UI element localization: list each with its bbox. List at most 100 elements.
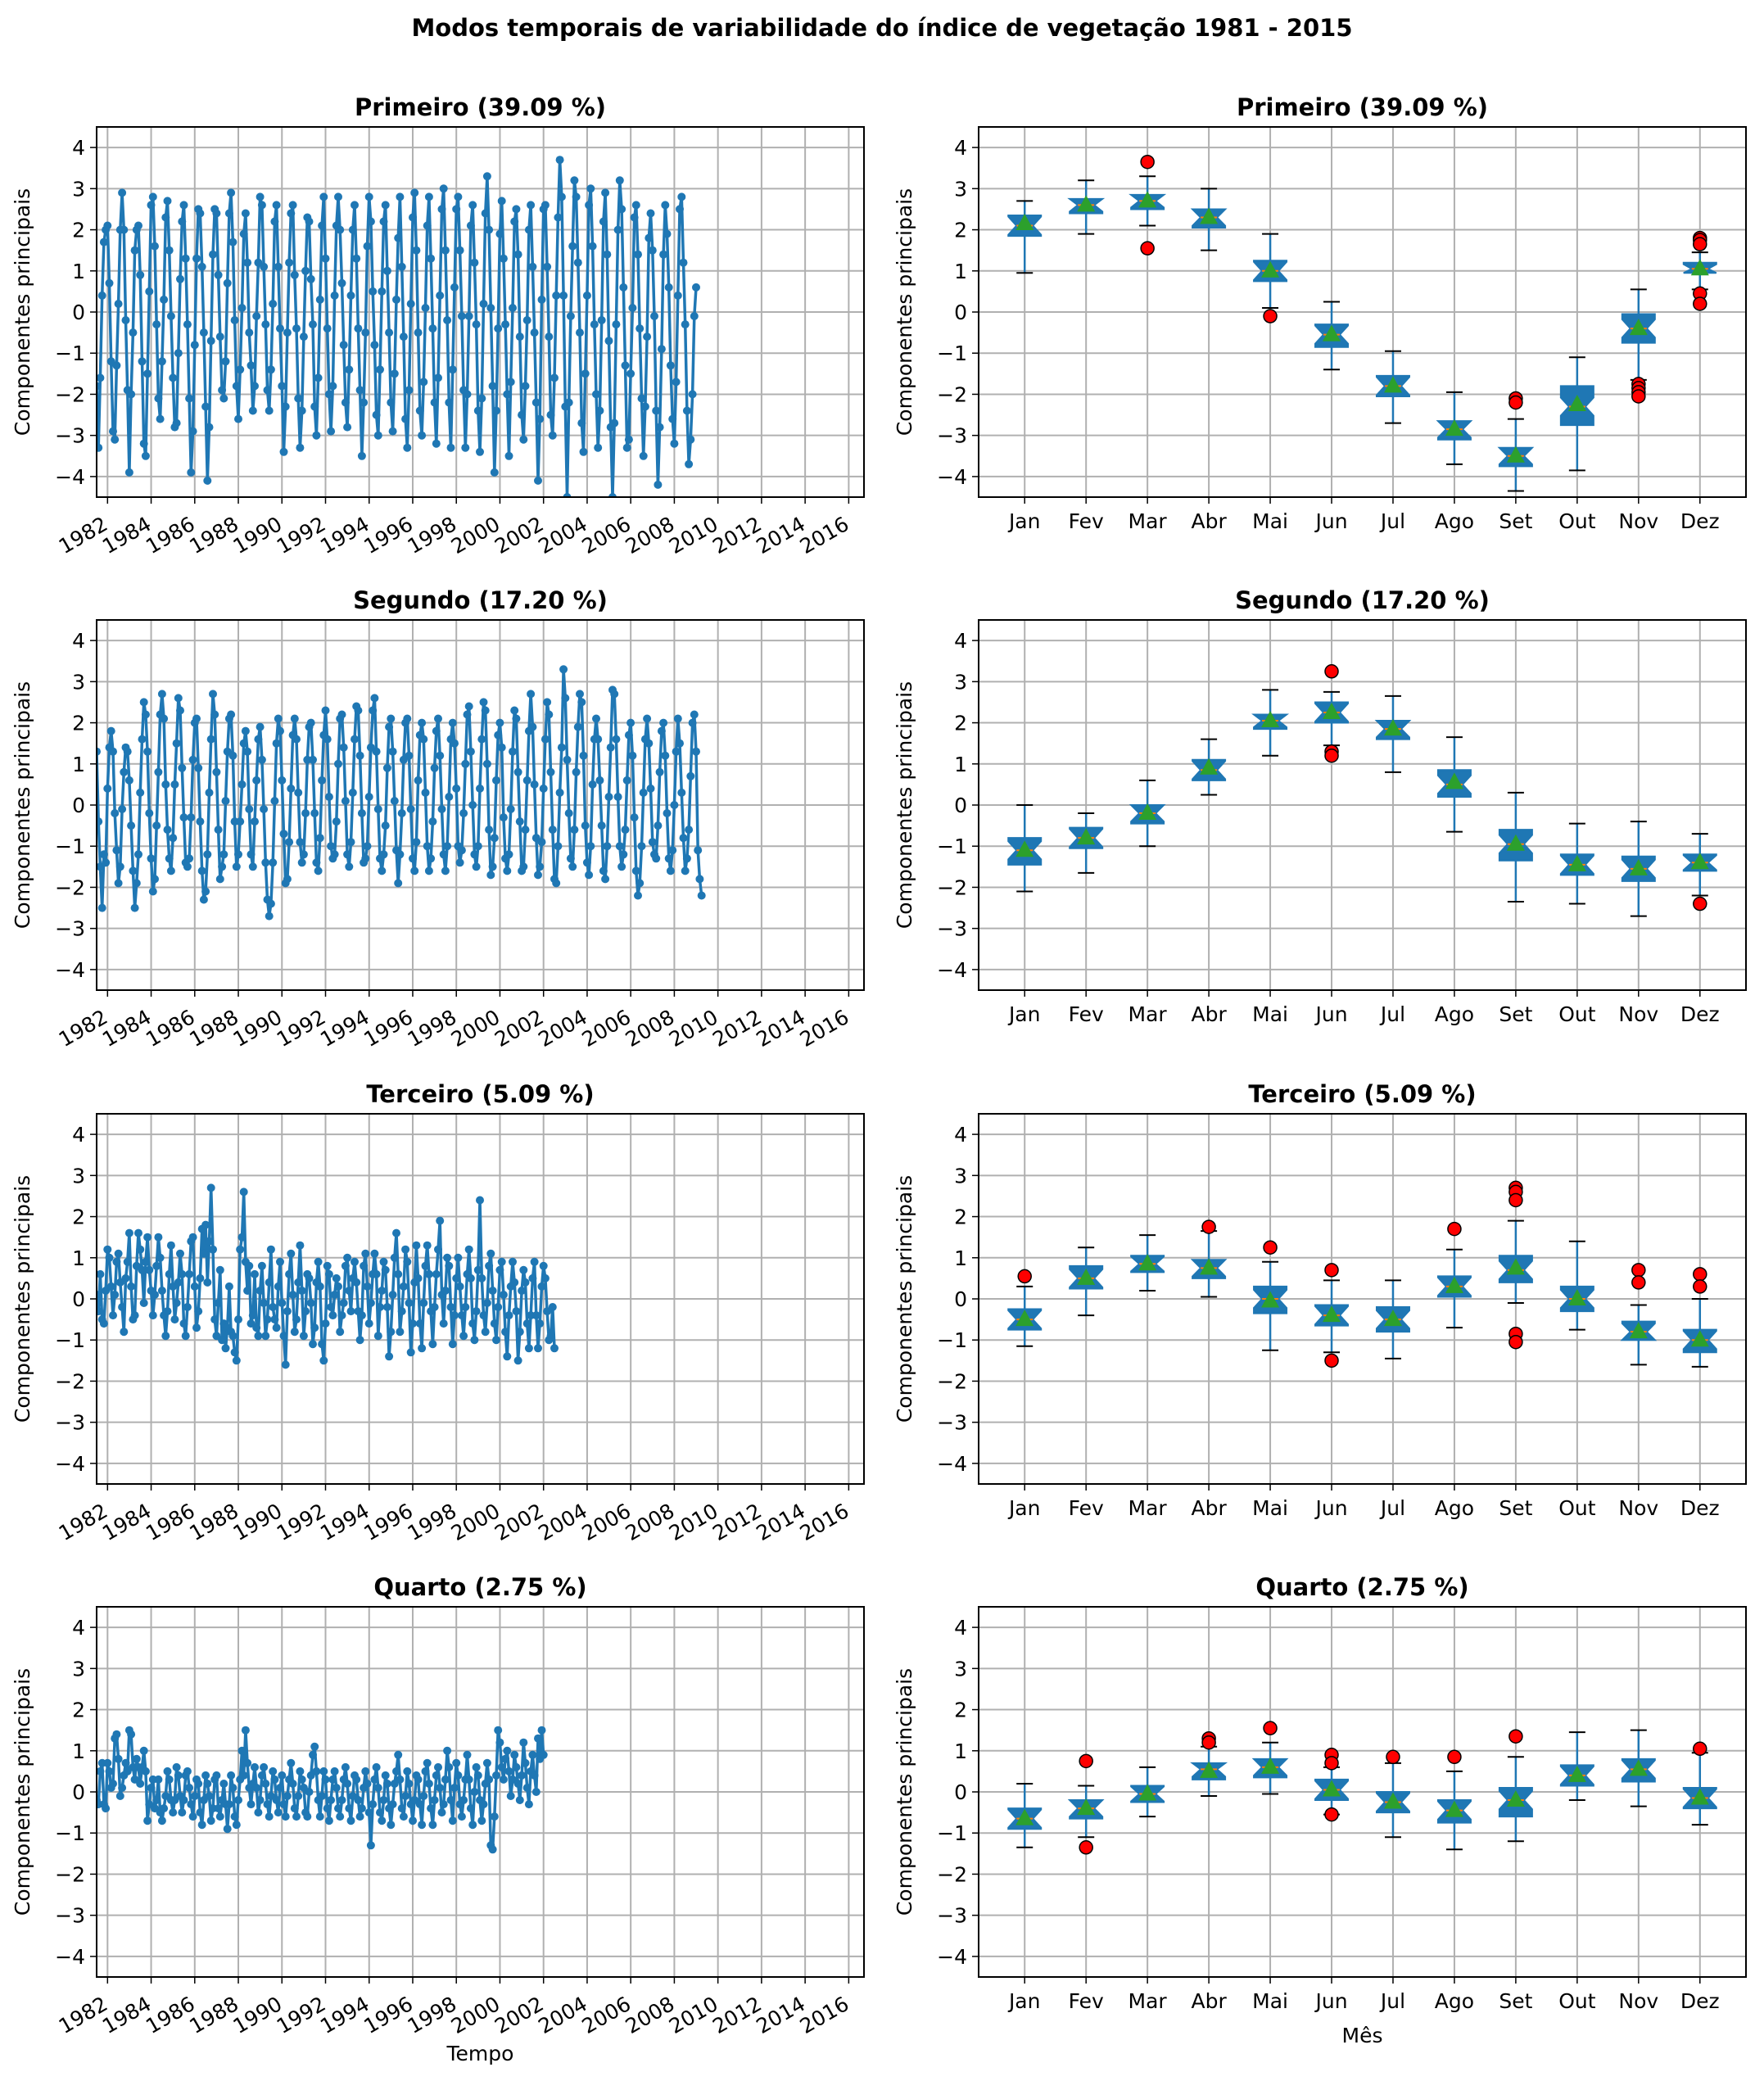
x-tick-label: Ago <box>1435 1496 1474 1520</box>
data-point <box>323 1261 332 1270</box>
box-fev <box>1069 1246 1104 1317</box>
data-point <box>414 1775 423 1784</box>
y-tick-label: −2 <box>937 382 967 406</box>
data-point <box>139 439 148 448</box>
data-point <box>341 1762 350 1771</box>
data-point <box>145 809 154 817</box>
data-point <box>572 192 581 201</box>
data-point <box>205 788 214 797</box>
data-point <box>477 1816 486 1825</box>
data-point <box>582 858 591 867</box>
data-point <box>586 184 595 193</box>
outlier-point <box>1079 1840 1093 1855</box>
data-point <box>121 316 130 324</box>
data-point <box>103 1758 112 1767</box>
data-point <box>504 1311 513 1320</box>
mean-marker <box>1629 858 1648 875</box>
data-point <box>288 1780 297 1788</box>
data-point <box>252 1784 261 1792</box>
data-point <box>165 246 174 255</box>
data-point <box>399 332 408 342</box>
x-tick-label: Ago <box>1435 1989 1474 2013</box>
outlier-point <box>1386 1749 1400 1765</box>
data-point <box>241 209 250 218</box>
data-point <box>392 1228 400 1237</box>
data-point <box>559 291 568 300</box>
data-point <box>421 304 430 312</box>
data-point <box>548 431 557 440</box>
box-mar <box>1129 154 1167 256</box>
data-point <box>174 694 183 703</box>
data-point <box>206 735 215 744</box>
box-out <box>1559 1240 1594 1331</box>
data-point <box>252 312 261 320</box>
data-point <box>495 1265 504 1274</box>
data-point <box>109 747 117 756</box>
x-tick-label: Out <box>1558 1002 1596 1026</box>
y-tick-label: 4 <box>72 629 85 653</box>
data-point <box>626 369 635 378</box>
data-point <box>479 1311 488 1320</box>
data-point <box>109 1311 117 1320</box>
data-point <box>152 1261 161 1270</box>
y-tick-label: 0 <box>72 794 85 817</box>
data-point <box>179 1319 188 1328</box>
y-tick-label: −4 <box>55 1945 85 1969</box>
y-tick-label: 3 <box>954 1164 967 1188</box>
box-jul <box>1374 694 1412 773</box>
data-point <box>579 447 588 456</box>
data-point <box>443 842 452 851</box>
data-point <box>256 1796 265 1804</box>
data-point <box>585 201 594 210</box>
data-point <box>319 1356 328 1365</box>
data-point <box>370 694 379 703</box>
data-point <box>166 1241 175 1250</box>
y-axis-label: Componentes principais <box>11 1175 34 1423</box>
data-point <box>445 1762 454 1771</box>
data-point <box>154 1775 163 1784</box>
data-point <box>369 1800 378 1809</box>
data-point <box>461 759 470 768</box>
data-point <box>261 1332 270 1341</box>
box-mar <box>1130 1234 1165 1292</box>
y-tick-label: −4 <box>937 1452 967 1476</box>
data-point <box>497 743 506 752</box>
data-point <box>552 879 561 888</box>
data-point <box>459 809 468 817</box>
data-point <box>510 706 519 715</box>
data-point <box>406 805 415 813</box>
data-point <box>414 1273 423 1282</box>
x-tick-label: Abr <box>1191 509 1227 533</box>
data-point <box>381 201 390 210</box>
data-point <box>294 1792 303 1800</box>
data-point <box>639 788 648 797</box>
box-ago <box>1436 391 1473 465</box>
data-point <box>421 788 430 797</box>
data-point <box>341 797 350 805</box>
y-tick-label: 2 <box>954 1206 967 1229</box>
data-point <box>486 304 495 312</box>
data-point <box>382 1303 391 1311</box>
mean-marker <box>1690 259 1709 276</box>
data-point <box>604 793 613 801</box>
data-point <box>118 188 127 197</box>
data-point <box>388 1291 397 1299</box>
data-point <box>536 862 545 871</box>
data-point <box>670 801 679 809</box>
data-point <box>118 1303 127 1311</box>
data-point <box>327 427 336 436</box>
data-point <box>337 1311 346 1320</box>
data-point <box>668 846 677 855</box>
data-point <box>531 398 541 407</box>
data-point <box>579 751 588 760</box>
mean-marker <box>1383 719 1402 736</box>
data-point <box>685 826 694 835</box>
outlier-point <box>1693 1741 1707 1757</box>
data-point <box>109 427 117 436</box>
data-point <box>619 283 628 292</box>
data-point <box>390 1253 399 1262</box>
mean-marker <box>1383 1792 1402 1809</box>
data-point <box>427 854 436 863</box>
data-point <box>427 254 436 263</box>
data-point <box>406 1348 415 1357</box>
